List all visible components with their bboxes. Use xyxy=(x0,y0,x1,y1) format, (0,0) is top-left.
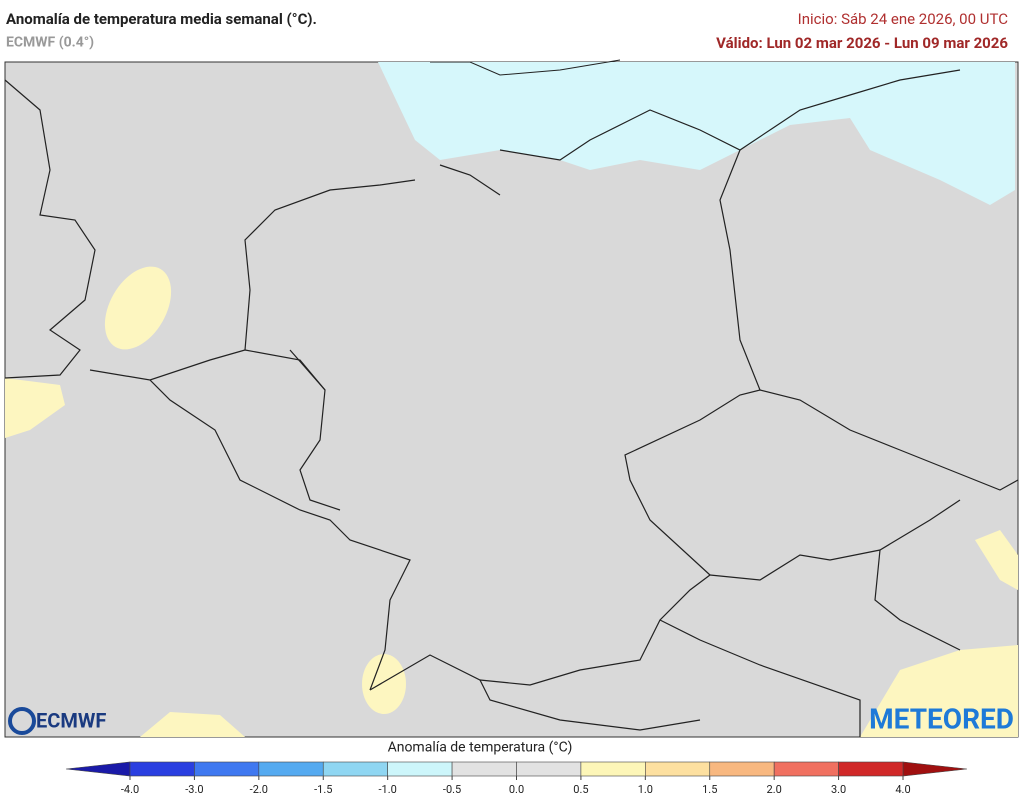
init-date: Inicio: Sáb 24 ene 2026, 00 UTC xyxy=(798,10,1009,28)
colorbar-segment xyxy=(129,761,195,777)
colorbar-segment xyxy=(709,761,775,777)
logo-text: METEORED xyxy=(869,702,1014,735)
coast xyxy=(430,59,621,76)
colorbar-segment xyxy=(387,761,453,777)
colorbar-tick-label: 0.5 xyxy=(573,783,588,796)
colorbar-segment xyxy=(258,761,324,777)
colorbar-segment xyxy=(194,761,260,777)
logo-text: ECMWF xyxy=(36,708,106,732)
warm-area xyxy=(5,378,65,438)
colorbar-tick-label: -1.5 xyxy=(314,783,332,796)
map xyxy=(4,59,1019,738)
colorbar: -4.0 -3.0 -2.0 -1.5 -1.0 -0.5 0.0 0.5 1.0 1.5 2.0 3… xyxy=(65,761,968,796)
colorbar-tick-label: -0.5 xyxy=(443,783,461,796)
logo-left: ECMWF xyxy=(8,707,106,735)
colorbar-segment xyxy=(773,761,839,777)
valid-date: Válido: Lun 02 mar 2026 - Lun 09 mar 202… xyxy=(716,34,1008,52)
colorbar-low xyxy=(65,761,131,777)
warm-area xyxy=(104,266,172,350)
colorbar-tick-label: 4.0 xyxy=(895,783,910,796)
colorbar-tick-label: -1.0 xyxy=(379,783,397,796)
colorbar-segment xyxy=(645,761,711,777)
borders xyxy=(4,69,1019,737)
colorbar-segment xyxy=(451,761,517,777)
colorbar-tick-label: 2.0 xyxy=(767,783,782,796)
colorbar-title: Anomalía de temperatura (°C) xyxy=(388,740,573,756)
title: Anomalía de temperatura media semanal (°… xyxy=(6,10,317,28)
warm-area xyxy=(860,645,1018,737)
model: ECMWF (0.4°) xyxy=(6,35,94,51)
colorbar-segment xyxy=(322,761,388,777)
colorbar-tick-label: 1.5 xyxy=(702,783,717,796)
warm-area xyxy=(362,654,406,714)
warm-area xyxy=(975,530,1018,590)
colorbar-segment xyxy=(838,761,904,777)
colorbar-tick-label: 0.0 xyxy=(509,783,524,796)
colorbar-tick-label: 1.0 xyxy=(638,783,653,796)
cold-area xyxy=(378,62,1015,205)
colorbar-segment xyxy=(516,761,582,777)
colorbar-tick-label: 3.0 xyxy=(831,783,846,796)
colorbar-tick-label: -2.0 xyxy=(250,783,268,796)
colorbar-segment xyxy=(580,761,646,777)
colorbar-tick-label: -3.0 xyxy=(185,783,203,796)
colorbar-high xyxy=(902,761,968,777)
map-frame xyxy=(4,61,1019,738)
colorbar-tick-label: -4.0 xyxy=(121,783,139,796)
warm-area xyxy=(140,712,245,737)
